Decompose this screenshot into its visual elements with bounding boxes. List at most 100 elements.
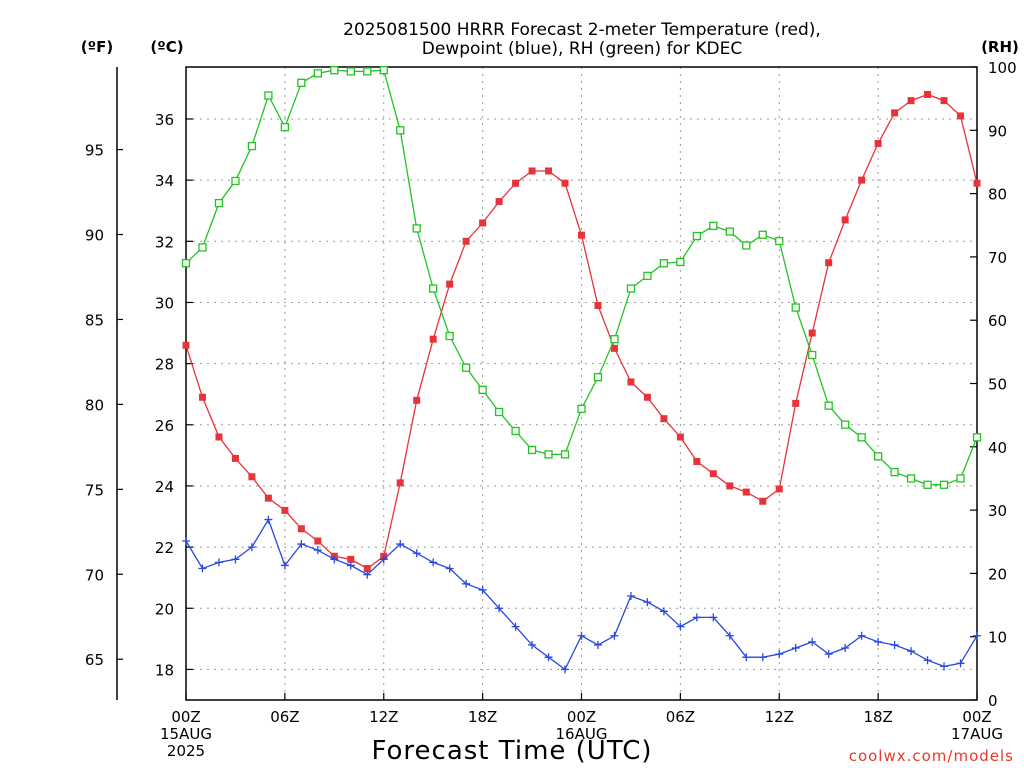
rh-point — [494, 407, 504, 417]
x-tick-label: 15AUG — [160, 725, 212, 743]
dewpoint-point — [363, 570, 372, 579]
temperature-point — [825, 259, 833, 267]
series-temperature — [182, 91, 981, 573]
dewpoint-point — [676, 622, 685, 631]
data-series — [181, 66, 982, 674]
dewpoint-point — [313, 546, 322, 555]
celsius-tick-label: 22 — [155, 539, 174, 557]
dewpoint-point — [297, 540, 306, 549]
rh-point — [379, 66, 388, 75]
rh-tick-label: 90 — [988, 122, 1007, 140]
dewpoint-point — [495, 604, 504, 613]
rh-point — [923, 480, 932, 489]
temperature-point — [940, 97, 948, 105]
celsius-tick-label: 20 — [155, 600, 174, 618]
celsius-tick-label: 26 — [155, 417, 174, 435]
x-axis-label: Forecast Time (UTC) — [371, 736, 652, 766]
rh-tick-label: 20 — [988, 565, 1007, 583]
temperature-point — [446, 280, 454, 288]
dewpoint-point — [280, 561, 289, 570]
dewpoint-point — [857, 631, 866, 640]
rh-point — [659, 259, 669, 268]
temperature-point — [973, 179, 981, 187]
rh-point — [297, 78, 306, 87]
temperature-point — [891, 109, 899, 117]
temperature-point — [198, 393, 206, 401]
celsius-tick-label: 32 — [155, 233, 174, 251]
x-tick-label: 18Z — [468, 708, 497, 726]
dewpoint-point — [923, 656, 932, 665]
rh-point — [692, 231, 702, 241]
rh-point — [841, 420, 850, 429]
temperature-point — [561, 179, 569, 187]
x-tick-label: 00Z — [171, 708, 200, 726]
temperature-point — [413, 396, 421, 404]
temperature-point — [775, 485, 783, 493]
fahrenheit-tick-label: 65 — [85, 651, 104, 669]
fahrenheit-tick-label: 80 — [85, 396, 104, 414]
dewpoint-point — [396, 540, 405, 549]
dewpoint-point — [214, 558, 223, 567]
temperature-point — [264, 494, 272, 502]
dewpoint-point — [890, 640, 899, 649]
rh-point — [742, 241, 751, 250]
dewpoint-point — [445, 564, 454, 573]
fahrenheit-tick-label: 75 — [85, 481, 104, 499]
dewpoint-point — [758, 653, 767, 662]
rh-point — [346, 67, 355, 76]
rh-point — [972, 433, 982, 442]
rh-point — [808, 350, 817, 360]
temperature-point — [808, 329, 816, 337]
temperature-point — [924, 91, 932, 99]
rh-unit-label: (RH) — [981, 38, 1019, 56]
celsius-tick-label: 18 — [155, 661, 174, 679]
rh-point — [857, 433, 866, 442]
dewpoint-point — [874, 637, 883, 646]
rh-point — [824, 401, 833, 410]
temperature-point — [281, 506, 289, 514]
temperature-point — [594, 302, 602, 310]
dewpoint-point — [478, 585, 487, 594]
rh-point — [313, 69, 322, 78]
rh-tick-label: 10 — [988, 629, 1007, 647]
temperature-point — [545, 167, 553, 175]
temperature-point — [858, 176, 866, 184]
rh-point — [544, 450, 553, 459]
fahrenheit-tick-label: 70 — [85, 566, 104, 584]
temperature-point — [792, 399, 800, 407]
temperature-point — [610, 344, 618, 352]
dewpoint-point — [593, 640, 602, 649]
axes — [116, 66, 978, 701]
x-tick-label: 17AUG — [951, 725, 1003, 743]
rh-point — [939, 480, 949, 489]
x-tick-label: 06Z — [270, 708, 299, 726]
dewpoint-point — [379, 555, 388, 564]
temperature-point — [643, 393, 651, 401]
rh-point — [775, 236, 784, 246]
dewpoint-point — [561, 665, 570, 674]
temperature-point — [495, 198, 503, 206]
rh-point — [330, 66, 339, 75]
dewpoint-point — [247, 543, 256, 552]
rh-point — [643, 271, 652, 281]
dewpoint-point — [577, 631, 586, 640]
rh-point — [461, 363, 471, 372]
source-credit: coolwx.com/models — [849, 747, 1014, 765]
temperature-point — [347, 555, 355, 563]
temperature-point — [297, 525, 305, 533]
x-tick-label: 16AUG — [556, 725, 608, 743]
dewpoint-point — [528, 640, 537, 649]
rh-tick-label: 80 — [988, 186, 1007, 204]
rh-tick-label: 0 — [988, 692, 998, 710]
dewpoint-point — [725, 631, 734, 640]
temperature-point — [726, 482, 734, 490]
temperature-point — [693, 457, 701, 465]
dewpoint-point — [973, 631, 981, 640]
dewpoint-point — [610, 631, 619, 640]
rh-point — [445, 331, 454, 341]
dewpoint-point — [626, 592, 635, 601]
temperature-point — [874, 139, 882, 147]
rh-tick-label: 30 — [988, 502, 1007, 520]
temperature-point — [479, 219, 487, 227]
rh-point — [396, 126, 405, 135]
